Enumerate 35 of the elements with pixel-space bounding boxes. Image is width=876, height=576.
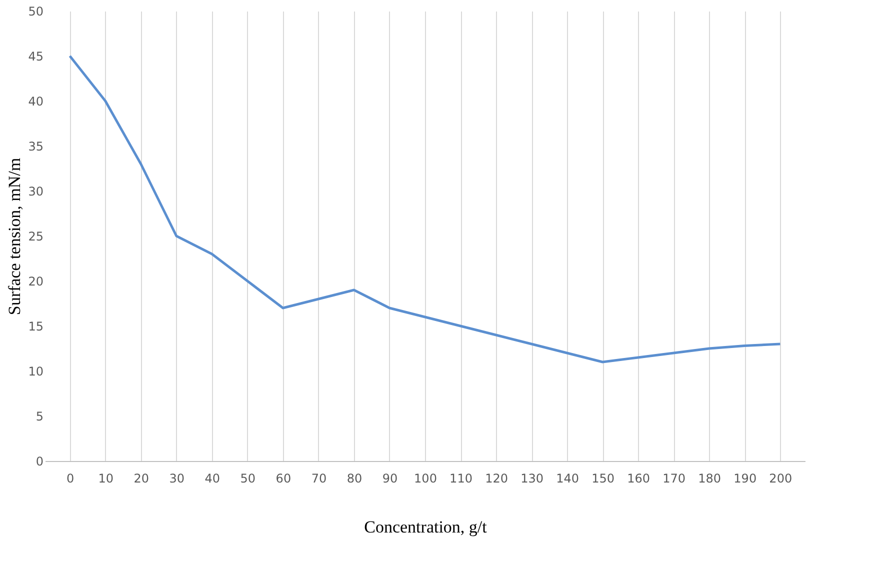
y-axis-title: Surface tension, mN/m <box>5 158 24 316</box>
x-axis-title: Concentration, g/t <box>364 518 488 536</box>
y-tick-label: 20 <box>28 274 44 288</box>
y-tick-label: 45 <box>28 50 44 64</box>
x-tick-label: 100 <box>414 472 437 486</box>
x-tick-label: 180 <box>698 472 722 486</box>
x-tick-label: 10 <box>98 472 114 486</box>
y-tick-label: 10 <box>28 364 44 378</box>
x-tick-label: 70 <box>311 472 327 486</box>
x-tick-label: 30 <box>169 472 185 486</box>
x-tick-label: 130 <box>520 472 544 486</box>
x-tick-label: 110 <box>450 472 472 486</box>
y-tick-label: 50 <box>28 4 44 18</box>
x-tick-label: 160 <box>627 472 650 486</box>
x-tick-label: 140 <box>556 472 580 486</box>
y-tick-label: 5 <box>36 410 44 424</box>
line-series <box>68 54 782 364</box>
x-tick-label: 20 <box>134 472 150 486</box>
x-tick-label: 60 <box>276 472 292 486</box>
y-tick-label: 35 <box>28 140 44 154</box>
y-tick-label: 30 <box>28 184 44 198</box>
x-tick-label: 0 <box>66 472 74 486</box>
x-tick-label: 40 <box>204 472 220 486</box>
x-tick-label: 90 <box>382 472 398 486</box>
x-tick-label: 50 <box>240 472 256 486</box>
x-tick-label: 120 <box>485 472 508 486</box>
x-tick-label: 150 <box>592 472 615 486</box>
y-tick-label: 25 <box>28 230 44 244</box>
y-tick-label: 40 <box>28 94 44 108</box>
y-tick-label: 15 <box>28 320 44 334</box>
x-tick-label: 170 <box>662 472 686 486</box>
x-tick-label: 80 <box>346 472 362 486</box>
x-tick-label: 200 <box>769 472 792 486</box>
y-tick-label: 0 <box>36 454 44 468</box>
x-tick-label: 190 <box>734 472 757 486</box>
